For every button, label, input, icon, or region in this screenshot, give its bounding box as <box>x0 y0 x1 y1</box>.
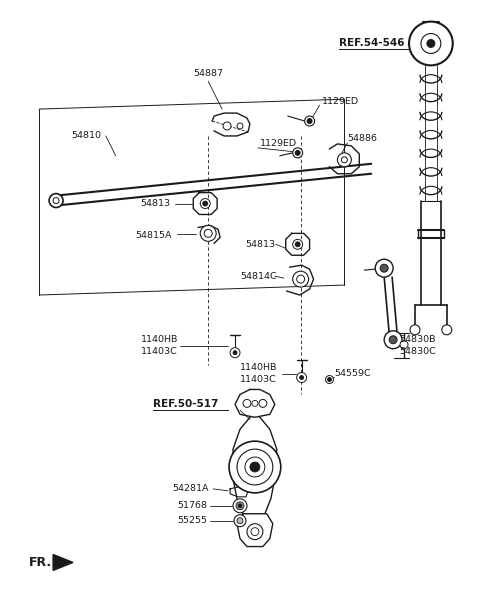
Circle shape <box>237 123 243 129</box>
Circle shape <box>297 372 307 383</box>
Circle shape <box>238 504 242 508</box>
Circle shape <box>237 449 273 485</box>
Text: 54830C: 54830C <box>399 347 436 356</box>
Circle shape <box>233 350 237 355</box>
Circle shape <box>327 377 332 381</box>
Text: 54813: 54813 <box>245 240 275 249</box>
Circle shape <box>295 150 300 156</box>
Text: 1129ED: 1129ED <box>260 139 297 148</box>
Text: 54559C: 54559C <box>335 369 371 378</box>
Circle shape <box>300 375 304 380</box>
Text: 54815A: 54815A <box>136 231 172 240</box>
Text: 11403C: 11403C <box>240 375 277 384</box>
Text: 1140HB: 1140HB <box>240 363 277 372</box>
Circle shape <box>337 153 351 167</box>
Polygon shape <box>286 234 310 255</box>
Text: REF.54-546: REF.54-546 <box>339 39 405 48</box>
Circle shape <box>204 229 212 237</box>
Circle shape <box>237 518 243 524</box>
Text: 1129ED: 1129ED <box>322 97 359 105</box>
Text: 11403C: 11403C <box>141 347 177 356</box>
Circle shape <box>200 225 216 241</box>
Circle shape <box>203 201 208 206</box>
Text: FR.: FR. <box>29 556 52 569</box>
Circle shape <box>295 242 300 247</box>
Text: 51768: 51768 <box>178 501 207 510</box>
Circle shape <box>421 33 441 54</box>
Polygon shape <box>235 389 275 417</box>
Text: 54830B: 54830B <box>399 336 435 344</box>
Circle shape <box>200 198 210 209</box>
Circle shape <box>229 441 281 493</box>
Polygon shape <box>237 514 273 547</box>
Text: REF.50-517: REF.50-517 <box>153 399 218 409</box>
Circle shape <box>442 325 452 335</box>
Circle shape <box>297 275 305 283</box>
Circle shape <box>293 271 309 287</box>
Circle shape <box>234 515 246 527</box>
Circle shape <box>233 499 247 513</box>
Circle shape <box>400 341 408 349</box>
Circle shape <box>410 325 420 335</box>
Circle shape <box>409 21 453 66</box>
Circle shape <box>375 259 393 277</box>
Text: 54886: 54886 <box>348 135 377 144</box>
Text: 1140HB: 1140HB <box>141 336 178 344</box>
Circle shape <box>380 264 388 272</box>
Text: 54887: 54887 <box>193 69 223 78</box>
Circle shape <box>243 399 251 407</box>
Circle shape <box>305 116 314 126</box>
Circle shape <box>325 375 334 383</box>
Circle shape <box>53 198 59 204</box>
Text: 55255: 55255 <box>178 516 207 525</box>
Polygon shape <box>193 193 217 215</box>
Circle shape <box>259 399 267 407</box>
Circle shape <box>252 401 258 406</box>
Text: 54810: 54810 <box>71 132 101 141</box>
Circle shape <box>247 524 263 539</box>
Circle shape <box>389 336 397 344</box>
Circle shape <box>341 157 348 163</box>
Polygon shape <box>53 554 73 570</box>
Circle shape <box>250 462 260 472</box>
Text: 54281A: 54281A <box>172 485 209 493</box>
Circle shape <box>251 527 259 536</box>
Circle shape <box>49 194 63 207</box>
Circle shape <box>230 347 240 358</box>
Circle shape <box>427 39 435 48</box>
Circle shape <box>293 240 302 249</box>
Text: 54813: 54813 <box>141 199 171 208</box>
Circle shape <box>293 148 302 158</box>
Text: 54814C: 54814C <box>240 272 276 281</box>
Circle shape <box>245 457 265 477</box>
Circle shape <box>223 122 231 130</box>
Circle shape <box>307 119 312 123</box>
Circle shape <box>384 331 402 349</box>
Circle shape <box>236 502 244 510</box>
